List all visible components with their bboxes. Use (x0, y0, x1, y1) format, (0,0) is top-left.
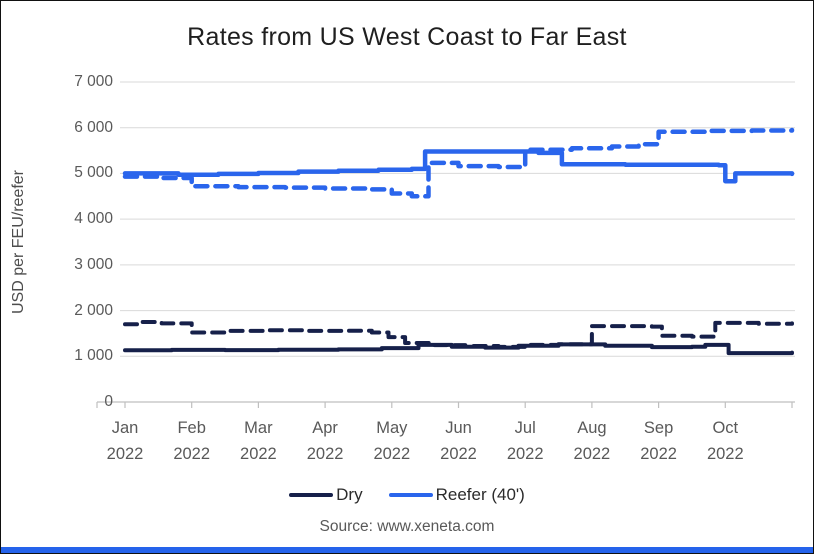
x-tick-month: Jan (111, 419, 139, 437)
x-tick-label: Oct 2022 (688, 415, 762, 467)
series-line-dry (123, 342, 794, 356)
x-tick-year: 2022 (240, 445, 277, 463)
x-tick-month: Apr (312, 419, 338, 437)
y-tick-label: 5 000 (74, 164, 113, 182)
series-line-dry-dashed- (123, 320, 794, 349)
y-tick-label: 1 000 (74, 347, 113, 365)
y-axis-title-text: USD per FEU/reefer (10, 169, 28, 315)
series-line-reefer-40-dashed- (122, 127, 795, 199)
x-tick-label: Jan 2022 (88, 415, 162, 467)
x-tick-year: 2022 (706, 445, 744, 463)
x-tick-label: Feb 2022 (155, 415, 229, 467)
x-tick-year: 2022 (640, 445, 677, 463)
x-tick-label: Mar 2022 (221, 415, 295, 467)
legend-label-dry: Dry (336, 485, 363, 504)
x-tick-label: Jun 2022 (422, 415, 496, 467)
legend-item-reefer: Reefer (40') (388, 485, 525, 505)
y-tick-label: 3 000 (74, 255, 113, 273)
reefer-line-sample (388, 492, 433, 498)
x-tick-year: 2022 (373, 445, 411, 463)
dry-line-sample (289, 492, 334, 498)
x-tick-label: Jul 2022 (488, 415, 562, 467)
legend-item-dry: Dry (289, 485, 363, 505)
x-tick-month: May (376, 419, 408, 437)
x-tick-year: 2022 (506, 445, 544, 463)
x-tick-month: Oct (712, 419, 739, 437)
x-tick-year: 2022 (306, 445, 344, 463)
legend-label-reefer: Reefer (40') (435, 485, 525, 504)
x-tick-year: 2022 (106, 445, 144, 463)
y-tick-label: 7 000 (74, 73, 113, 90)
x-tick-label: Aug 2022 (555, 415, 629, 467)
x-tick-month: Mar (244, 419, 273, 437)
y-tick-label: 6 000 (74, 118, 113, 136)
x-tick-label: May 2022 (355, 415, 429, 467)
x-tick-label: Sep 2022 (622, 415, 696, 467)
source-text: Source: www.xeneta.com (319, 518, 495, 535)
x-tick-year: 2022 (573, 445, 611, 463)
x-tick-year: 2022 (440, 445, 477, 463)
brand-bar (1, 547, 813, 553)
y-tick-label: 2 000 (74, 301, 113, 319)
chart-title: Rates from US West Coast to Far East (187, 23, 627, 51)
y-tick-label: 0 (104, 393, 113, 410)
legend: Dry Reefer (40') (1, 485, 813, 505)
x-tick-month: Aug (577, 419, 607, 437)
x-tick-month: Jun (445, 419, 472, 437)
x-tick-year: 2022 (173, 445, 211, 463)
series-line-reefer-40- (122, 149, 795, 184)
x-tick-label: Apr 2022 (288, 415, 362, 467)
x-tick-month: Feb (177, 419, 206, 437)
x-tick-month: Sep (643, 419, 674, 437)
y-tick-label: 4 000 (74, 210, 113, 228)
x-tick-month: Jul (514, 419, 536, 437)
